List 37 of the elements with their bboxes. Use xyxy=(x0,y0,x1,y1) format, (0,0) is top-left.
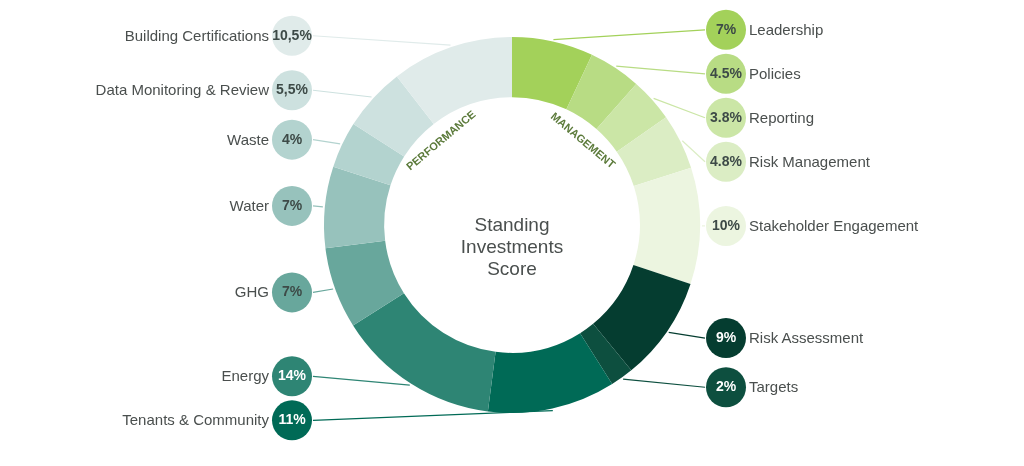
slice-label: Targets xyxy=(749,378,799,396)
data-label: 10% xyxy=(711,216,741,233)
slice-label: GHG xyxy=(234,283,269,301)
donut-slice xyxy=(325,240,404,326)
donut-slice xyxy=(324,166,391,249)
slice-label: Stakeholder Engagement xyxy=(749,216,920,234)
slice-label: Tenants & Community xyxy=(122,411,270,429)
slice-label: Risk Management xyxy=(749,152,871,170)
slice-label: Energy xyxy=(221,367,270,385)
donut-slice xyxy=(616,117,692,187)
slice-label: Policies xyxy=(749,64,801,82)
donut-slice xyxy=(580,323,632,385)
data-label: 9% xyxy=(715,329,737,346)
slice-label: Risk Assessment xyxy=(749,329,865,347)
donut-slice xyxy=(633,167,700,284)
data-label: 7% xyxy=(715,20,737,37)
donut-slice xyxy=(512,37,592,110)
data-label: 2% xyxy=(715,378,737,395)
slice-label: Reporting xyxy=(749,108,815,126)
slice-label: Data Monitoring & Review xyxy=(95,81,270,99)
data-label: 14% xyxy=(277,367,307,384)
data-label: 4.5% xyxy=(710,64,743,81)
data-label: 7% xyxy=(281,283,303,300)
data-label: 10,5% xyxy=(272,26,313,43)
slice-label: Building Certifications xyxy=(124,26,269,44)
data-label: 7% xyxy=(281,196,303,213)
data-label: 4% xyxy=(281,130,303,147)
donut-slice xyxy=(593,265,691,371)
data-label: 4.8% xyxy=(710,152,743,169)
slice-label: Leadership xyxy=(749,20,824,38)
slice-label: Waste xyxy=(227,130,269,148)
data-label: 11% xyxy=(278,411,307,428)
text: Standing Investments Score xyxy=(460,214,564,279)
data-label: 5,5% xyxy=(276,81,309,98)
slice-label: Water xyxy=(229,196,269,214)
data-label: 3.8% xyxy=(710,108,743,125)
donut-slice xyxy=(333,124,405,186)
